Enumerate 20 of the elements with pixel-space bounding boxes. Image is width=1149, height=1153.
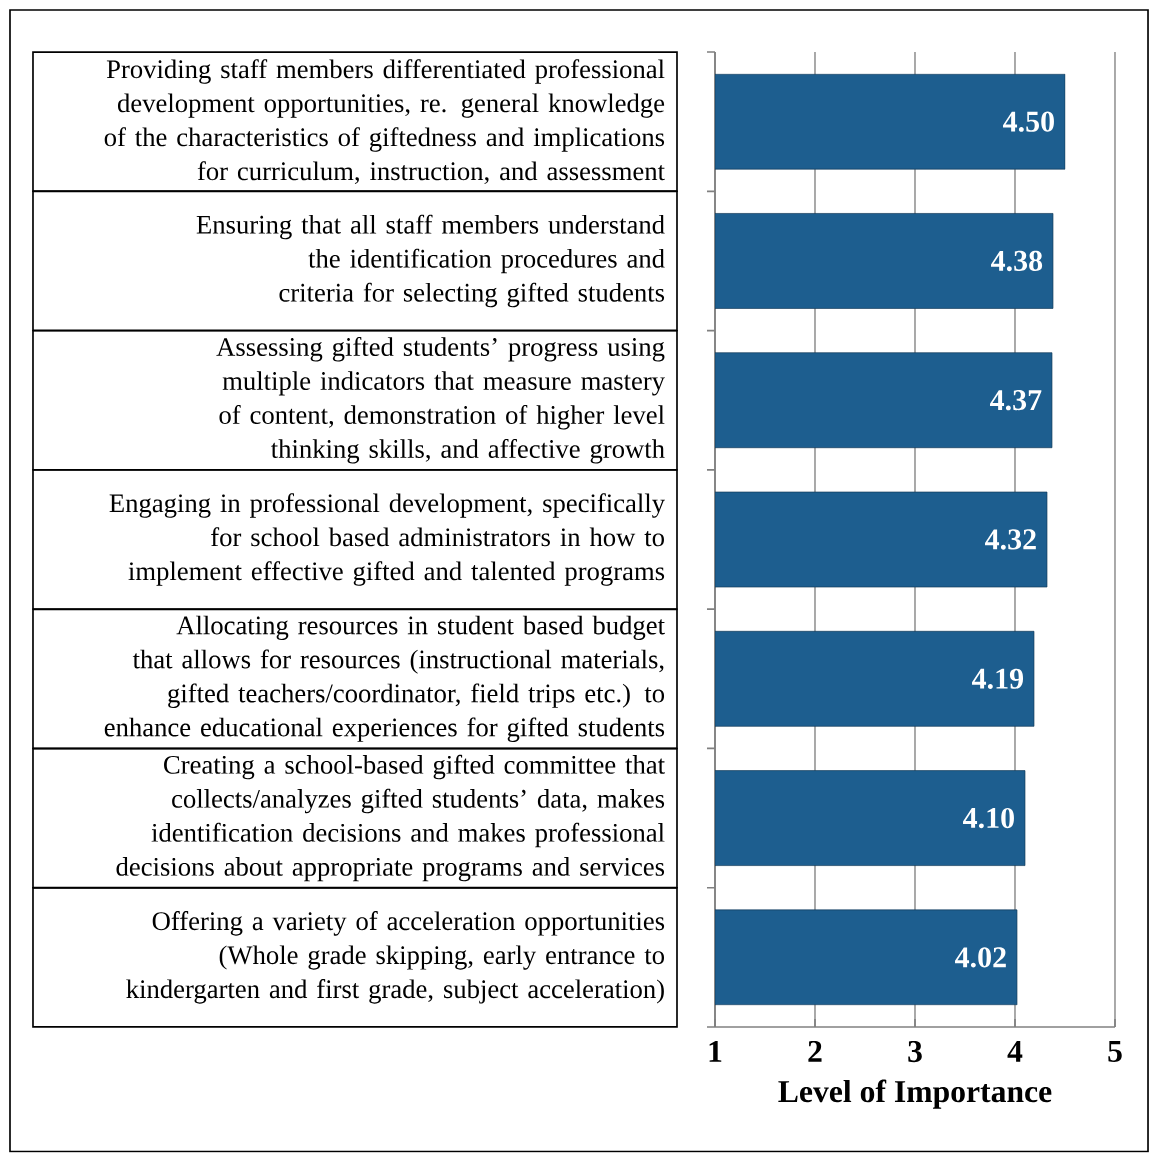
y-tick-label: Ensuring that all staff members understand the identification procedures and criteria for selecting gifted students — [196, 214, 665, 308]
y-tick-label: Offering a variety of acceleration opportunities (Whole grade skipping, early entrance to kindergarten and first grade, subject acceleration) — [126, 911, 665, 1004]
x-tick-label: 2 — [808, 1040, 822, 1062]
x-tick-label: 4 — [1007, 1040, 1023, 1062]
y-tick-label: Assessing gifted students’ progress using multiple indicators that measure mastery of content, demonstration of higher level thinking skills, and affective growth — [216, 336, 665, 464]
x-axis-title: Level of Importance — [778, 1079, 1052, 1109]
data-label: 4.10 — [963, 807, 1014, 829]
y-tick-label: Allocating resources in student based budget that allows for resources (instructional materials, gifted teachers/coordinator, field trips etc.) to enhance educational experiences for gifted students — [104, 615, 665, 742]
y-tick-label: Engaging in professional development, specifically for school based administrators in how to implement effective gifted and talented programs — [109, 493, 665, 586]
data-label: 4.19 — [972, 668, 1024, 689]
data-label: 4.02 — [955, 947, 1006, 968]
data-label: 4.32 — [985, 529, 1036, 550]
data-label: 4.37 — [990, 390, 1042, 411]
data-label: 4.50 — [1003, 111, 1054, 132]
data-label: 4.38 — [991, 250, 1043, 272]
y-tick-label: Creating a school-based gifted committee that collects/analyzes gifted students’ data, makes identification decisions and makes professional decisions about appropriate programs and services — [116, 754, 665, 882]
x-tick-label: 3 — [908, 1040, 922, 1063]
x-tick-label: 5 — [1108, 1040, 1122, 1062]
y-tick-label: Providing staff members differentiated professional development opportunities, re. general knowledge of the characteristics of giftedness and implications for curriculum, instruction, and assessment — [104, 59, 665, 185]
x-tick-label: 1 — [709, 1040, 722, 1062]
